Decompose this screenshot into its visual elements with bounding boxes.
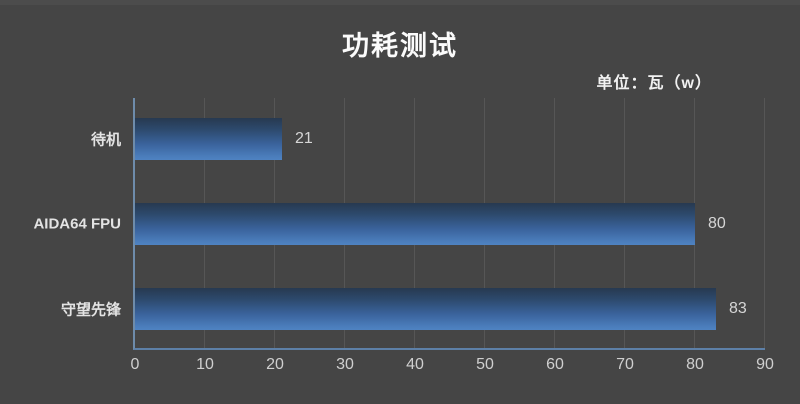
category-label-待机: 待机 <box>90 131 121 149</box>
x-tick-label-50: 50 <box>476 356 494 373</box>
bar-value-label: 80 <box>708 215 726 232</box>
x-tick-label-90: 90 <box>756 356 774 373</box>
x-tick-label-80: 80 <box>686 356 704 373</box>
x-tick-label-0: 0 <box>130 356 140 373</box>
x-tick-label-70: 70 <box>616 356 634 373</box>
bar-守望先锋 <box>135 288 716 330</box>
bar-待机 <box>135 118 282 160</box>
category-axis: 待机 AIDA64 FPU 守望先锋 <box>0 98 121 348</box>
category-label-AIDA64 FPU: AIDA64 FPU <box>33 215 121 233</box>
top-strip <box>0 0 800 5</box>
x-tick-label-20: 20 <box>266 356 284 373</box>
gridline-90 <box>764 98 765 348</box>
x-tick-label-10: 10 <box>196 356 214 373</box>
x-tick-label-30: 30 <box>336 356 354 373</box>
bar-row: 21 <box>135 118 313 160</box>
bar-value-label: 83 <box>729 300 747 317</box>
chart-title: 功耗测试 <box>342 31 458 61</box>
bar-value-label: 21 <box>295 130 313 147</box>
x-tick-label-40: 40 <box>406 356 424 373</box>
bar-AIDA64 FPU <box>135 203 695 245</box>
category-label-守望先锋: 守望先锋 <box>60 301 121 319</box>
plot-area: 0 10 20 30 40 50 60 70 80 90 21 80 83 <box>131 98 774 373</box>
unit-label: 单位：瓦（w） <box>596 75 712 92</box>
bar-row: 80 <box>135 203 726 245</box>
x-tick-label-60: 60 <box>546 356 564 373</box>
bar-row: 83 <box>135 288 747 330</box>
